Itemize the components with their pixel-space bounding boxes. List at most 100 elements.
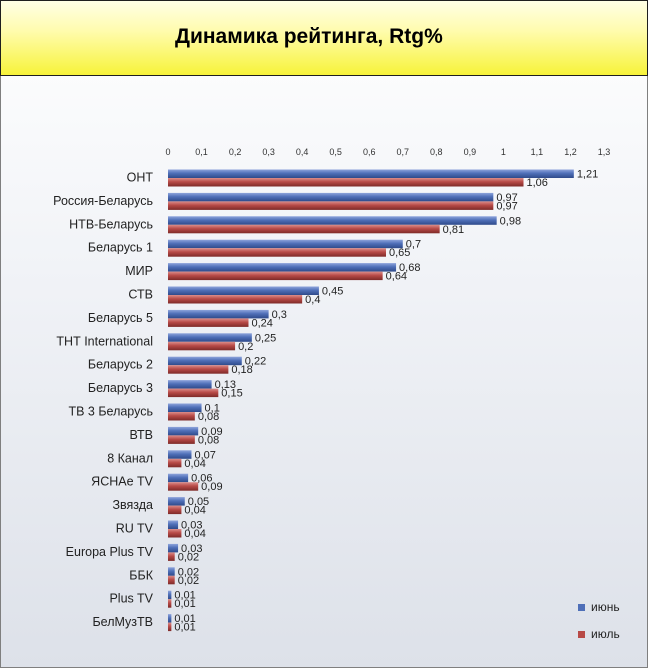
data-label: 0,97	[496, 200, 517, 212]
data-label: 0,02	[178, 566, 199, 578]
category-label: Plus TV	[109, 592, 153, 606]
legend-swatch-june	[578, 604, 585, 611]
data-label: 0,13	[215, 379, 236, 391]
category-label: Россия-Беларусь	[53, 194, 153, 208]
category-label: Беларусь 3	[88, 381, 153, 395]
data-label: 0,01	[174, 598, 195, 610]
data-label: 0,04	[184, 505, 205, 517]
data-label: 0,01	[174, 613, 195, 625]
category-label: ТВ 3 Беларусь	[68, 405, 153, 419]
bar-july	[168, 552, 175, 561]
data-label: 0,65	[389, 247, 410, 259]
data-label: 0,1	[205, 403, 220, 415]
x-tick-label: 0,5	[329, 147, 342, 157]
bar-july	[168, 318, 249, 327]
x-tick-label: 1,2	[564, 147, 577, 157]
bar-july	[168, 178, 524, 187]
bar-july	[168, 505, 182, 515]
bar-july	[168, 295, 303, 304]
data-label: 0,02	[178, 551, 199, 563]
bar-june	[168, 192, 494, 202]
title-bar: Динамика рейтинга, Rtg%	[0, 0, 648, 76]
x-tick-label: 0	[165, 147, 170, 157]
bar-july	[168, 412, 195, 421]
data-label: 0,98	[500, 215, 521, 227]
bar-july	[168, 388, 219, 398]
bar-june	[168, 543, 179, 553]
data-label: 0,02	[178, 575, 199, 587]
bar-july	[168, 271, 383, 281]
bar-june	[168, 614, 172, 623]
bar-july	[168, 341, 236, 351]
bar-june	[168, 216, 497, 225]
bar-june	[168, 426, 199, 436]
bar-june	[168, 567, 175, 576]
x-tick-label: 0,2	[229, 147, 242, 157]
bar-july	[168, 599, 172, 608]
x-tick-label: 0,7	[397, 147, 410, 157]
category-label: Europa Plus TV	[66, 545, 154, 559]
data-label: 0,09	[201, 426, 222, 438]
data-label: 0,08	[198, 411, 219, 423]
bar-june	[168, 356, 242, 366]
bar-july	[168, 201, 494, 210]
x-tick-label: 1,3	[598, 147, 611, 157]
chart-title: Динамика рейтинга, Rtg%	[175, 25, 443, 48]
bar-july	[168, 224, 440, 234]
bar-july	[168, 575, 175, 585]
category-label: Беларусь 2	[88, 358, 153, 372]
bar-july	[168, 365, 229, 374]
bar-june	[168, 309, 269, 319]
legend-label-july: июль	[591, 627, 620, 641]
data-label: 0,24	[251, 317, 272, 329]
data-label: 0,15	[221, 388, 242, 400]
data-label: 0,81	[443, 224, 464, 236]
category-label: Звязда	[112, 498, 153, 512]
data-label: 0,09	[201, 481, 222, 493]
bar-july	[168, 458, 182, 468]
data-label: 1,06	[527, 177, 548, 189]
data-label: 0,2	[238, 341, 253, 353]
data-label: 0,07	[194, 449, 215, 461]
bar-june	[168, 333, 252, 342]
bar-june	[168, 263, 397, 272]
bar-july	[168, 482, 199, 491]
bar-july	[168, 622, 172, 632]
bar-july	[168, 529, 182, 538]
bar-june	[168, 590, 172, 600]
category-label: Беларусь 1	[88, 241, 153, 255]
data-label: 0,3	[272, 309, 287, 321]
x-tick-label: 0,9	[464, 147, 477, 157]
x-tick-label: 0,3	[262, 147, 275, 157]
x-tick-label: 1	[501, 147, 506, 157]
x-tick-label: 1,1	[531, 147, 544, 157]
legend-swatch-july	[578, 631, 585, 638]
category-label: ТНТ International	[56, 334, 153, 348]
data-label: 0,01	[174, 590, 195, 602]
category-label: ЯСНАе TV	[91, 475, 153, 489]
bar-june	[168, 380, 212, 389]
data-label: 0,4	[305, 294, 320, 306]
bar-june	[168, 497, 185, 506]
data-label: 0,06	[191, 473, 212, 485]
data-label: 0,03	[181, 543, 202, 555]
data-label: 0,05	[188, 496, 209, 508]
data-label: 0,97	[496, 192, 517, 204]
data-label: 0,25	[255, 332, 276, 344]
category-label: СТВ	[128, 288, 153, 302]
data-label: 0,45	[322, 286, 343, 298]
data-label: 0,08	[198, 434, 219, 446]
data-label: 0,7	[406, 239, 421, 251]
bar-june	[168, 286, 319, 295]
x-tick-label: 0,8	[430, 147, 443, 157]
data-label: 0,04	[184, 528, 205, 540]
bar-june	[168, 473, 189, 483]
category-label: Беларусь 5	[88, 311, 153, 325]
data-label: 0,18	[231, 364, 252, 376]
category-label: ОНТ	[127, 171, 154, 185]
bar-july	[168, 248, 386, 257]
data-label: 0,04	[184, 458, 205, 470]
data-label: 0,64	[386, 271, 407, 283]
